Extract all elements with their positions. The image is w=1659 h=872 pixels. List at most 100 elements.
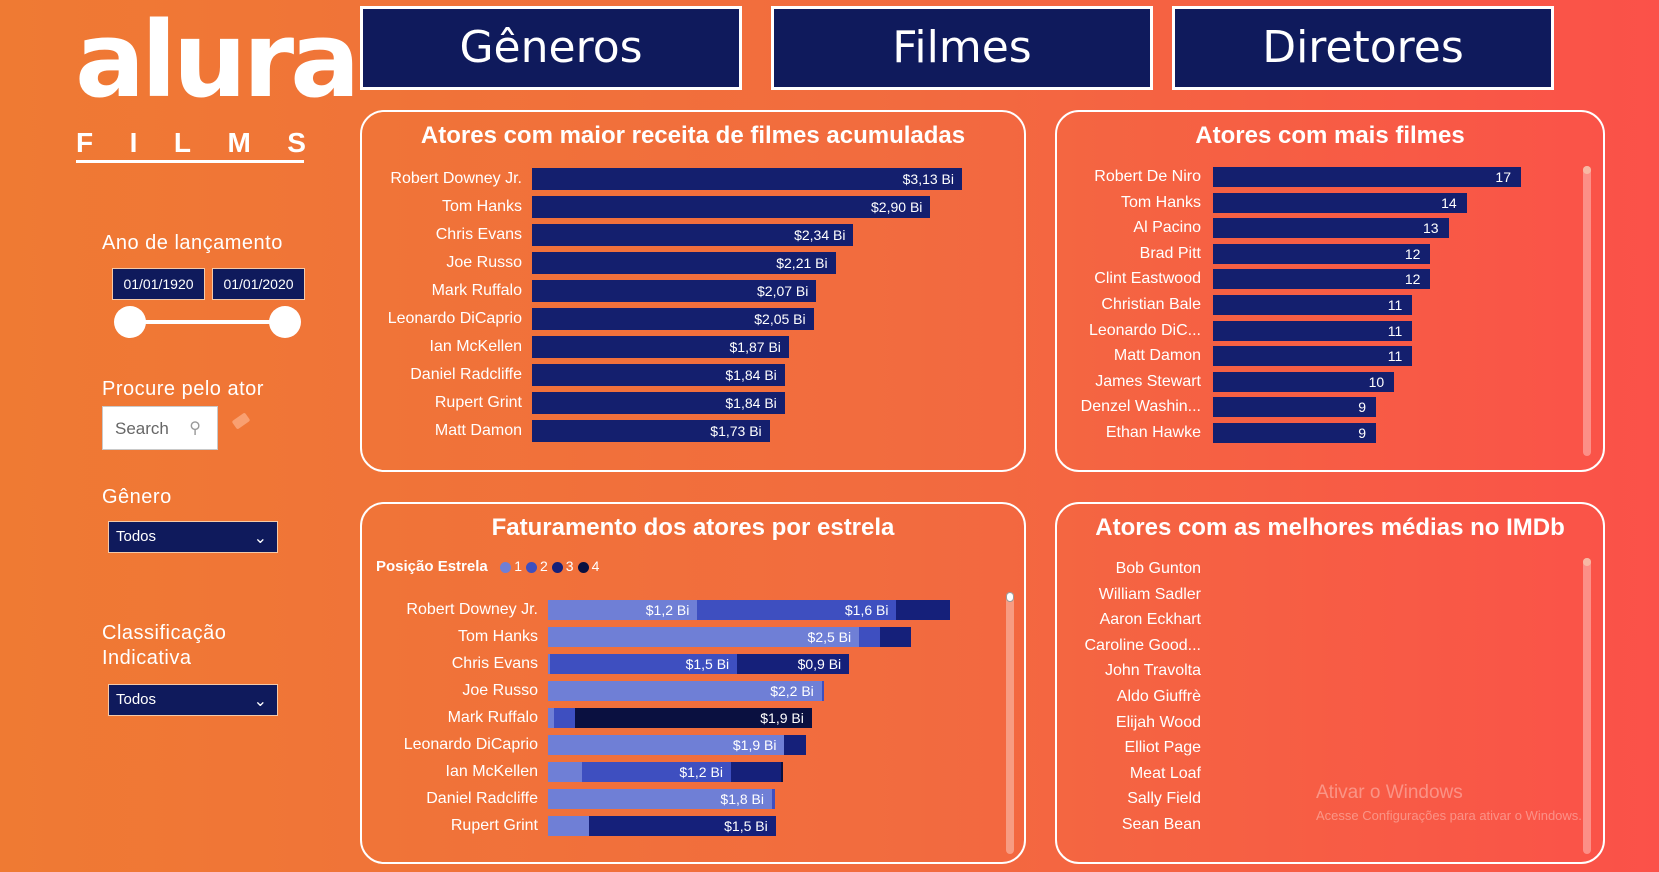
year-slider-end-handle[interactable] [269, 306, 301, 338]
revenue-bar[interactable] [532, 224, 854, 246]
bar-segment[interactable] [581, 762, 731, 782]
bar-segment[interactable] [737, 654, 850, 674]
films-bar[interactable] [1213, 372, 1395, 392]
films-bar[interactable] [1213, 321, 1413, 341]
bar-segment[interactable] [730, 762, 781, 782]
chevron-down-icon: ⌄ [253, 530, 267, 547]
bar-segment[interactable] [548, 816, 590, 836]
bar-category-label: Denzel Washin... [1080, 398, 1201, 415]
search-icon: ⚲ [189, 420, 201, 437]
films-bar[interactable] [1213, 295, 1413, 315]
bar-value-label: $2,90 Bi [871, 199, 923, 215]
bar-segment[interactable] [859, 627, 881, 647]
bar-category-label: Matt Damon [1113, 347, 1201, 364]
imdb-actor-name: Bob Gunton [1115, 560, 1201, 577]
revenue-bar[interactable] [532, 252, 836, 274]
diretores-button[interactable]: Diretores [1172, 6, 1554, 90]
bar-segment[interactable] [697, 600, 897, 620]
bar-segment[interactable] [575, 708, 812, 728]
imdb-actor-name: William Sadler [1098, 586, 1201, 603]
imdb-scrollbar[interactable] [1583, 558, 1591, 854]
bar-category-label: Robert Downey Jr. [406, 601, 538, 618]
bar-category-label: Joe Russo [462, 682, 538, 699]
bar-segment[interactable] [784, 735, 806, 755]
bar-category-label: Rupert Grint [434, 394, 522, 411]
films-bar[interactable] [1213, 167, 1521, 187]
films-bar[interactable] [1213, 244, 1431, 264]
bar-segment-value: $1,5 Bi [724, 818, 768, 834]
bar-segment[interactable] [548, 789, 773, 809]
bar-segment[interactable] [548, 600, 698, 620]
bar-value-label: $1,84 Bi [725, 367, 777, 383]
bar-segment-value: $1,6 Bi [844, 602, 889, 618]
imdb-actor-name: Elliot Page [1124, 739, 1202, 756]
bar-segment-value: $0,9 Bi [797, 656, 842, 672]
star-scroll-thumb[interactable] [1006, 592, 1014, 602]
bar-segment[interactable] [550, 654, 738, 674]
films-bar[interactable] [1213, 218, 1449, 238]
logo-letter: S [287, 127, 306, 158]
revenue-bar[interactable] [532, 392, 785, 414]
films-bar[interactable] [1213, 346, 1413, 366]
search-placeholder: Search [115, 419, 169, 438]
bar-segment[interactable] [896, 600, 950, 620]
star-scrollbar[interactable] [1006, 592, 1014, 854]
bar-segment[interactable] [821, 681, 825, 701]
imdb-actor-name: Sally Field [1127, 790, 1201, 807]
films-scroll-thumb[interactable] [1583, 166, 1591, 174]
films-bar[interactable] [1213, 269, 1431, 289]
genre-filter-label: Gênero [102, 486, 172, 508]
imdb-scroll-thumb[interactable] [1583, 558, 1591, 566]
bar-value-label: $1,87 Bi [729, 339, 781, 355]
films-bar[interactable] [1213, 423, 1377, 443]
bar-segment[interactable] [780, 762, 784, 782]
genre-dropdown[interactable]: Todos ⌄ [108, 521, 278, 553]
rating-filter-label-1: Classificação [102, 622, 227, 644]
generos-button[interactable]: Gêneros [360, 6, 742, 90]
bar-segment-value: $1,2 Bi [645, 602, 690, 618]
legend-title: Posição Estrela [376, 558, 488, 575]
rating-filter-label-2: Indicativa [102, 647, 192, 669]
bar-segment[interactable] [548, 708, 555, 728]
bar-value-label: $3,13 Bi [902, 171, 954, 187]
bar-category-label: Daniel Radcliffe [426, 790, 538, 807]
bar-category-label: Ethan Hawke [1105, 424, 1201, 441]
films-bar[interactable] [1213, 397, 1377, 417]
bar-segment[interactable] [548, 762, 582, 782]
bar-segment[interactable] [589, 816, 776, 836]
bar-segment[interactable] [772, 789, 775, 809]
year-slider-track[interactable] [128, 320, 283, 324]
bar-segment[interactable] [548, 735, 785, 755]
eraser-icon[interactable] [231, 412, 251, 430]
actor-search-input[interactable]: Search ⚲ [102, 406, 218, 450]
bar-segment[interactable] [880, 627, 912, 647]
date-from-input[interactable]: 01/01/1920 [112, 268, 205, 300]
bar-segment-value: $2,5 Bi [807, 629, 852, 645]
imdb-actor-name: Aldo Giuffrè [1116, 688, 1201, 705]
revenue-bar[interactable] [532, 308, 814, 330]
date-to-input[interactable]: 01/01/2020 [212, 268, 305, 300]
films-scrollbar[interactable] [1583, 166, 1591, 456]
bar-value-label: 9 [1358, 425, 1367, 441]
bar-segment[interactable] [548, 627, 860, 647]
rating-dropdown[interactable]: Todos ⌄ [108, 684, 278, 716]
revenue-bar[interactable] [532, 196, 931, 218]
star-revenue-panel: Faturamento dos atores por estrela Posiç… [360, 502, 1026, 864]
films-bar[interactable] [1213, 193, 1467, 213]
revenue-bar[interactable] [532, 336, 789, 358]
revenue-bar[interactable] [532, 420, 770, 442]
legend-label: 1 [514, 558, 522, 574]
bar-category-label: Christian Bale [1101, 296, 1201, 313]
bar-segment[interactable] [554, 708, 576, 728]
filmes-button[interactable]: Filmes [771, 6, 1153, 90]
revenue-bar[interactable] [532, 168, 962, 190]
bar-segment[interactable] [548, 654, 551, 674]
revenue-bar[interactable] [532, 280, 817, 302]
revenue-bar[interactable] [532, 364, 785, 386]
legend-entry: 3 [551, 558, 574, 574]
bar-segment[interactable] [548, 681, 822, 701]
bar-category-label: Chris Evans [435, 226, 522, 243]
bar-category-label: Leonardo DiC... [1088, 322, 1201, 339]
year-slider-start-handle[interactable] [114, 306, 146, 338]
bar-category-label: Mark Ruffalo [447, 709, 538, 726]
